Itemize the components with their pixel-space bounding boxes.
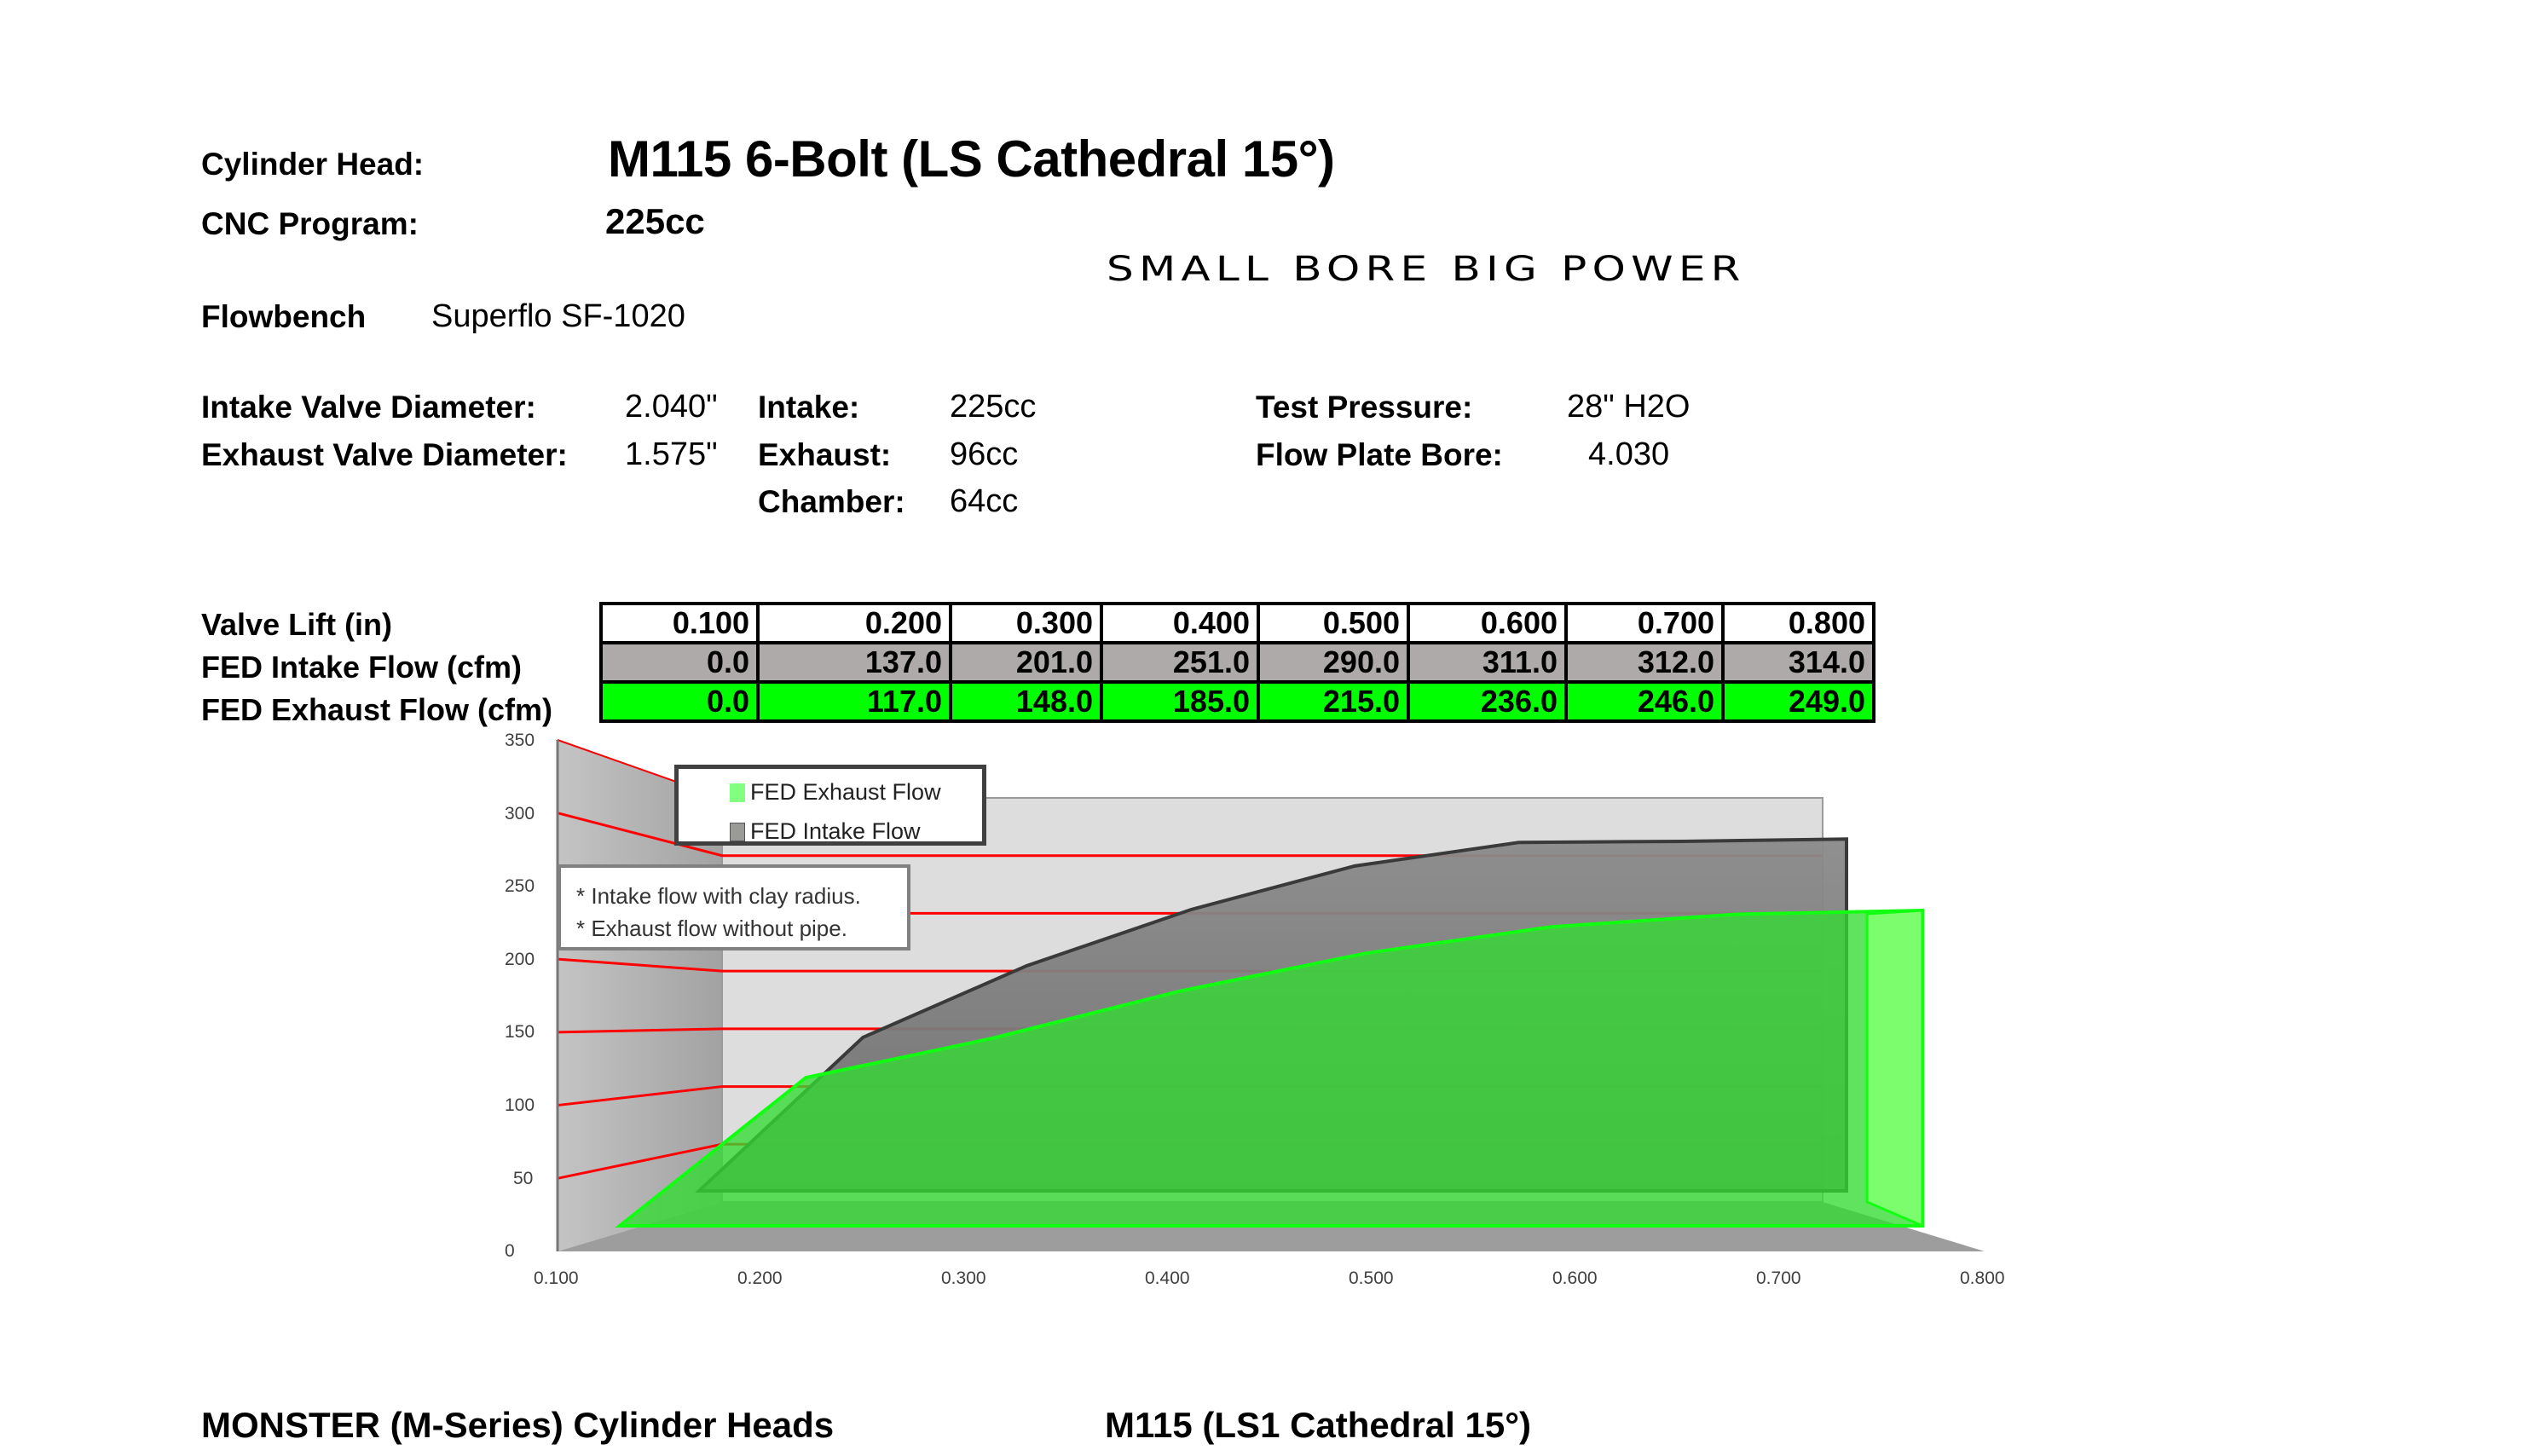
table-cell: 251.0 xyxy=(1100,641,1260,684)
footer-left-title: MONSTER (M-Series) Cylinder Heads xyxy=(201,1405,835,1445)
tagline: SMALL BORE BIG POWER xyxy=(1107,250,1746,289)
note-line: * Exhaust flow without pipe. xyxy=(576,916,847,941)
y-tick: 300 xyxy=(505,804,535,823)
table-cell: 137.0 xyxy=(756,641,952,684)
intake-volume-label: Intake: xyxy=(758,390,860,425)
y-tick: 0 xyxy=(505,1241,515,1261)
table-row-exhaust: 0.0 117.0 148.0 185.0 215.0 236.0 246.0 … xyxy=(599,680,1875,723)
table-cell: 0.100 xyxy=(599,602,760,644)
flow-plate-label: Flow Plate Bore: xyxy=(1256,437,1503,472)
table-cell: 311.0 xyxy=(1407,641,1568,684)
x-tick: 0.400 xyxy=(1145,1268,1190,1288)
legend-swatch-exhaust-icon xyxy=(730,783,745,802)
flowbench-value: Superflo SF-1020 xyxy=(431,298,685,334)
table-cell: 0.800 xyxy=(1721,602,1875,644)
exhaust-valve-value: 1.575" xyxy=(625,436,718,472)
table-cell: 0.0 xyxy=(599,641,760,684)
exhaust-series-area xyxy=(615,909,1924,1228)
row-label-intake: FED Intake Flow (cfm) xyxy=(201,650,523,685)
table-cell: 201.0 xyxy=(949,641,1103,684)
note-line: * Intake flow with clay radius. xyxy=(576,883,861,909)
x-tick: 0.800 xyxy=(1960,1268,2005,1288)
chart-back-wall xyxy=(721,797,1823,1203)
y-tick: 50 xyxy=(513,1169,534,1188)
flow-plate-value: 4.030 xyxy=(1588,436,1670,472)
y-tick: 250 xyxy=(505,876,535,896)
x-tick: 0.500 xyxy=(1349,1268,1394,1288)
exhaust-volume-label: Exhaust: xyxy=(758,437,892,472)
x-tick: 0.100 xyxy=(534,1268,579,1288)
flow-table: 0.100 0.200 0.300 0.400 0.500 0.600 0.70… xyxy=(599,602,1875,723)
intake-valve-label: Intake Valve Diameter: xyxy=(201,390,536,425)
table-cell: 236.0 xyxy=(1407,680,1568,723)
cylinder-head-label: Cylinder Head: xyxy=(201,147,425,182)
table-cell: 246.0 xyxy=(1564,680,1725,723)
chart-note: * Intake flow with clay radius. * Exhaus… xyxy=(558,864,910,950)
table-cell: 0.0 xyxy=(599,680,760,723)
cnc-program-value: 225cc xyxy=(605,201,705,241)
cylinder-head-title: M115 6-Bolt (LS Cathedral 15°) xyxy=(608,130,1335,188)
flowbench-label: Flowbench xyxy=(201,299,367,334)
row-label-lift: Valve Lift (in) xyxy=(201,607,393,642)
table-row-lift: 0.100 0.200 0.300 0.400 0.500 0.600 0.70… xyxy=(599,602,1875,644)
row-label-exhaust: FED Exhaust Flow (cfm) xyxy=(201,692,553,727)
table-cell: 290.0 xyxy=(1257,641,1410,684)
table-cell: 0.700 xyxy=(1564,602,1725,644)
chart-legend: FED Exhaust Flow FED Intake Flow xyxy=(674,765,986,846)
y-tick: 100 xyxy=(505,1095,535,1115)
x-tick: 0.600 xyxy=(1552,1268,1598,1288)
x-tick: 0.700 xyxy=(1756,1268,1801,1288)
legend-item-exhaust: FED Exhaust Flow xyxy=(730,779,941,806)
table-cell: 148.0 xyxy=(949,680,1103,723)
test-pressure-value: 28" H2O xyxy=(1567,389,1691,425)
table-cell: 312.0 xyxy=(1564,641,1725,684)
table-cell: 0.600 xyxy=(1407,602,1568,644)
table-cell: 117.0 xyxy=(756,680,952,723)
legend-label: FED Intake Flow xyxy=(750,818,921,844)
y-tick: 200 xyxy=(505,950,535,969)
cnc-program-label: CNC Program: xyxy=(201,206,419,241)
table-cell: 185.0 xyxy=(1100,680,1260,723)
chart-floor xyxy=(558,1202,1985,1251)
table-cell: 314.0 xyxy=(1721,641,1875,684)
legend-swatch-intake-icon xyxy=(730,822,745,841)
table-cell: 0.300 xyxy=(949,602,1103,644)
footer-right-title: M115 (LS1 Cathedral 15°) xyxy=(1105,1405,1531,1445)
intake-valve-value: 2.040" xyxy=(625,389,718,425)
table-cell: 249.0 xyxy=(1721,680,1875,723)
chamber-label: Chamber: xyxy=(758,484,905,519)
legend-label: FED Exhaust Flow xyxy=(750,779,941,805)
intake-volume-value: 225cc xyxy=(950,389,1037,425)
x-tick: 0.300 xyxy=(941,1268,986,1288)
table-cell: 0.200 xyxy=(756,602,952,644)
table-row-intake: 0.0 137.0 201.0 251.0 290.0 311.0 312.0 … xyxy=(599,641,1875,684)
legend-item-intake: FED Intake Flow xyxy=(730,818,921,845)
table-cell: 0.400 xyxy=(1100,602,1260,644)
test-pressure-label: Test Pressure: xyxy=(1256,390,1473,425)
y-tick: 150 xyxy=(505,1022,535,1042)
table-cell: 215.0 xyxy=(1257,680,1410,723)
y-tick: 350 xyxy=(505,731,535,750)
table-cell: 0.500 xyxy=(1257,602,1410,644)
chamber-value: 64cc xyxy=(950,483,1019,519)
exhaust-valve-label: Exhaust Valve Diameter: xyxy=(201,437,568,472)
exhaust-volume-value: 96cc xyxy=(950,436,1019,472)
x-tick: 0.200 xyxy=(737,1268,783,1288)
